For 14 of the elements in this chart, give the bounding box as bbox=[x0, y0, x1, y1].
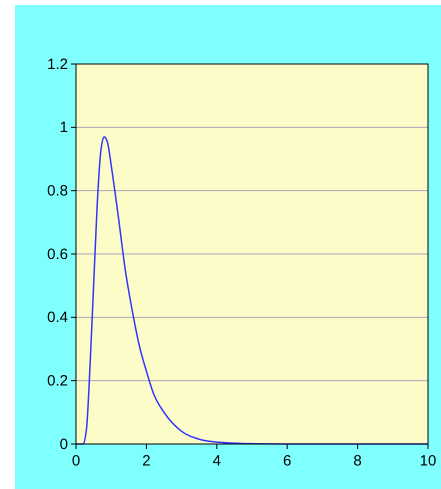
x-tick-label: 10 bbox=[420, 452, 436, 470]
y-tick-label: 0 bbox=[60, 436, 68, 453]
y-tick-label: 0.4 bbox=[47, 309, 68, 326]
y-tick-label: 0.8 bbox=[47, 182, 68, 200]
line-series bbox=[75, 136, 429, 445]
y-tick-label: 1 bbox=[60, 119, 68, 136]
x-tick-label: 4 bbox=[212, 452, 221, 470]
x-tick-label: 0 bbox=[72, 452, 80, 470]
x-tick-label: 2 bbox=[142, 452, 151, 470]
y-tick-label: 0.2 bbox=[47, 372, 68, 390]
y-tick-label: 1.2 bbox=[47, 56, 68, 73]
x-tick-label: 8 bbox=[353, 452, 362, 470]
x-tick-label: 6 bbox=[283, 452, 292, 470]
y-tick-label: 0.6 bbox=[47, 246, 68, 263]
